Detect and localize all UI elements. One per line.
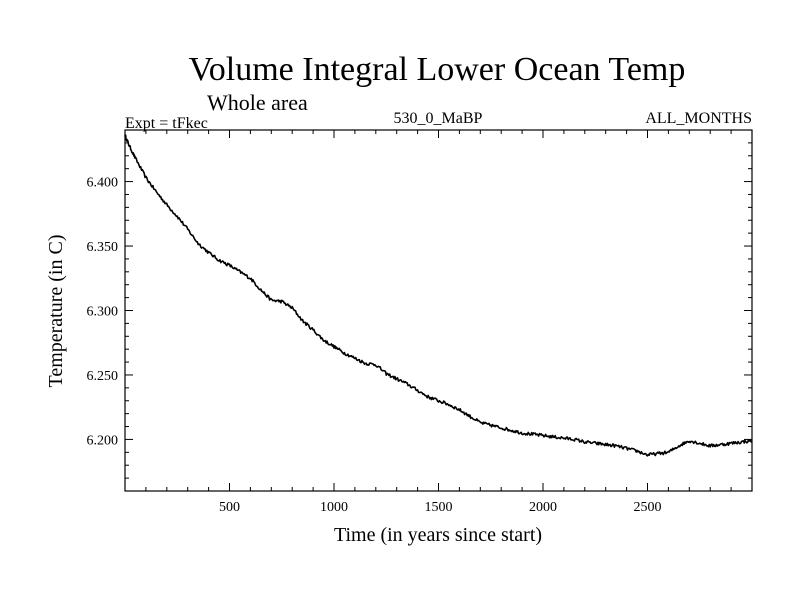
- y-axis-label: Temperature (in C): [45, 235, 67, 388]
- x-axis-label: Time (in years since start): [334, 524, 542, 546]
- y-tick-label: 6.400: [87, 176, 119, 191]
- x-tick-label: 2000: [529, 500, 557, 515]
- temperature-series-line: [124, 134, 753, 457]
- chart-subtitle: Whole area: [207, 90, 308, 115]
- x-tick-label: 1500: [425, 500, 453, 515]
- chart-title: Volume Integral Lower Ocean Temp: [189, 51, 686, 88]
- y-tick-label: 6.300: [87, 305, 119, 320]
- series-layer: [124, 134, 753, 457]
- period-label: 530_0_MaBP: [394, 110, 483, 127]
- months-label: ALL_MONTHS: [645, 110, 752, 127]
- y-tick-label: 6.350: [87, 240, 119, 255]
- x-tick-label: 500: [219, 500, 240, 515]
- x-tick-label: 2500: [634, 500, 662, 515]
- axis-ticks: 500 1000 1500 2000 2500 6.200 6.250 6.300 6.350 6…: [87, 130, 752, 515]
- y-tick-label: 6.250: [87, 369, 119, 384]
- x-tick-label: 1000: [320, 500, 348, 515]
- y-tick-label: 6.200: [87, 433, 119, 448]
- plot-frame: [124, 129, 753, 492]
- experiment-label: Expt = tFkec: [125, 115, 208, 132]
